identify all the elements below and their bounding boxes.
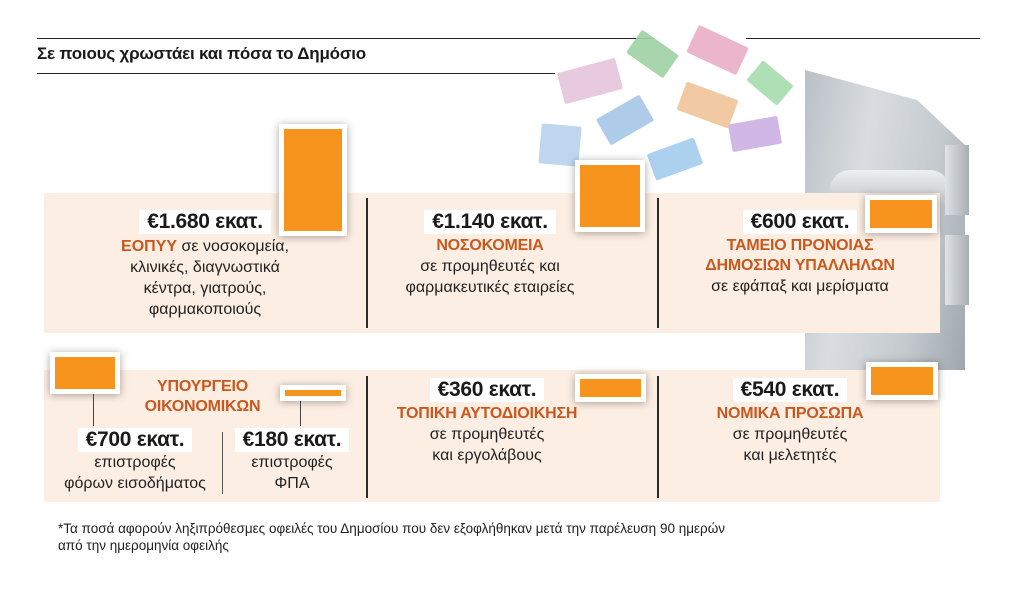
banknote-icon [686,24,749,76]
description-line: κλινικές, διαγνωστικά [130,259,280,276]
bar-legal-entities [866,362,938,400]
footnote: *Τα ποσά αφορούν ληξιπρόθεσμες οφειλές τ… [58,520,958,554]
description-line: σε νοσοκομεία, [181,238,289,255]
description-line: επιστροφές [94,454,176,471]
bar-income-tax-refunds [50,352,120,394]
bar-hospitals [575,160,645,232]
banknote-icon [676,81,739,129]
banknote-icon [746,60,794,106]
row2-divider-1 [366,376,368,498]
footnote-line: από την ημερομηνία οφειλής [58,538,229,553]
description-line: και εργολάβους [432,447,542,464]
page-title: Σε ποιους χρωστάει και πόσα το Δημόσιο [37,44,366,63]
description-line: σε εφάπαξ και μερίσματα [711,278,889,295]
description-line: φαρμακευτικές εταιρείες [405,279,575,296]
title-underline [37,73,555,74]
row1-divider-1 [366,198,368,328]
description-line: κέντρα, γιατρούς, [143,280,267,297]
description-line: φαρμακοποιούς [148,301,262,318]
entity-name: ΟΙΚΟΝΟΜΙΚΩΝ [144,398,261,415]
entity-name: ΥΠΟΥΡΓΕΙΟ [157,378,248,395]
ministry-title: ΥΠΟΥΡΓΕΙΟ ΟΙΚΟΝΟΜΙΚΩΝ [120,377,285,417]
banknote-icon [556,57,624,105]
banknote-icon [626,29,679,79]
card-eopyy: €1.680 εκατ. ΕΟΠΥΥ σε νοσοκομεία, κλινικ… [80,210,330,320]
description-line: σε προμηθευτές [732,426,848,443]
safe-hinge-icon [945,145,969,215]
card-income-tax-refunds: €700 εκατ. επιστροφές φόρων εισοδήματος [50,428,220,494]
entity-name: ΝΟΣΟΚΟΜΕΙΑ [436,237,544,254]
connector-line [300,401,301,426]
amount-value: €180 εκατ. [234,428,350,452]
banknote-icon [646,137,704,181]
description-line: και μελετητές [743,447,837,464]
card-tpdy: €600 εκατ. ΤΑΜΕΙΟ ΠΡΟΝΟΙΑΣ ΔΗΜΟΣΙΩΝ ΥΠΑΛ… [680,210,920,297]
safe-hinge-icon [945,235,969,305]
entity-name: ΕΟΠΥΥ [121,238,178,255]
top-rule-right [746,38,980,39]
row2-divider-2 [657,376,659,498]
bar-local-government [575,374,646,402]
amount-value: €600 εκατ. [742,210,858,234]
entity-name: ΤΑΜΕΙΟ ΠΡΟΝΟΙΑΣ [726,237,874,254]
connector-line [93,394,94,426]
entity-name: ΔΗΜΟΣΙΩΝ ΥΠΑΛΛΗΛΩΝ [705,257,895,274]
bar-eopyy [279,124,347,236]
card-local-government: €360 εκατ. ΤΟΠΙΚΗ ΑΥΤΟΔΙΟΙΚΗΣΗ σε προμηθ… [382,378,592,466]
bar-vat-refunds [280,385,346,401]
amount-value: €1.140 εκατ. [424,210,556,234]
description-line: επιστροφές [251,454,333,471]
entity-name: ΤΟΠΙΚΗ ΑΥΤΟΔΙΟΙΚΗΣΗ [396,405,578,422]
footnote-line: *Τα ποσά αφορούν ληξιπρόθεσμες οφειλές τ… [58,521,725,536]
amount-value: €1.680 εκατ. [139,210,271,234]
ministry-sub-divider [222,432,223,494]
card-vat-refunds: €180 εκατ. επιστροφές ΦΠΑ [226,428,358,494]
description-line: ΦΠΑ [274,475,310,492]
description-line: σε προμηθευτές και [420,258,560,275]
amount-value: €540 εκατ. [732,378,848,402]
banknote-icon [595,94,655,146]
top-rule-left [37,38,654,39]
card-legal-entities: €540 εκατ. ΝΟΜΙΚΑ ΠΡΟΣΩΠΑ σε προμηθευτές… [690,378,890,466]
row1-divider-2 [657,198,659,328]
description-line: φόρων εισοδήματος [64,475,206,492]
entity-name: ΝΟΜΙΚΑ ΠΡΟΣΩΠΑ [716,405,864,422]
amount-value: €700 εκατ. [77,428,193,452]
amount-value: €360 εκατ. [429,378,545,402]
description-line: σε προμηθευτές [429,426,545,443]
bar-tpdy [865,195,937,233]
card-hospitals: €1.140 εκατ. ΝΟΣΟΚΟΜΕΙΑ σε προμηθευτές κ… [390,210,590,298]
banknote-icon [727,115,783,153]
